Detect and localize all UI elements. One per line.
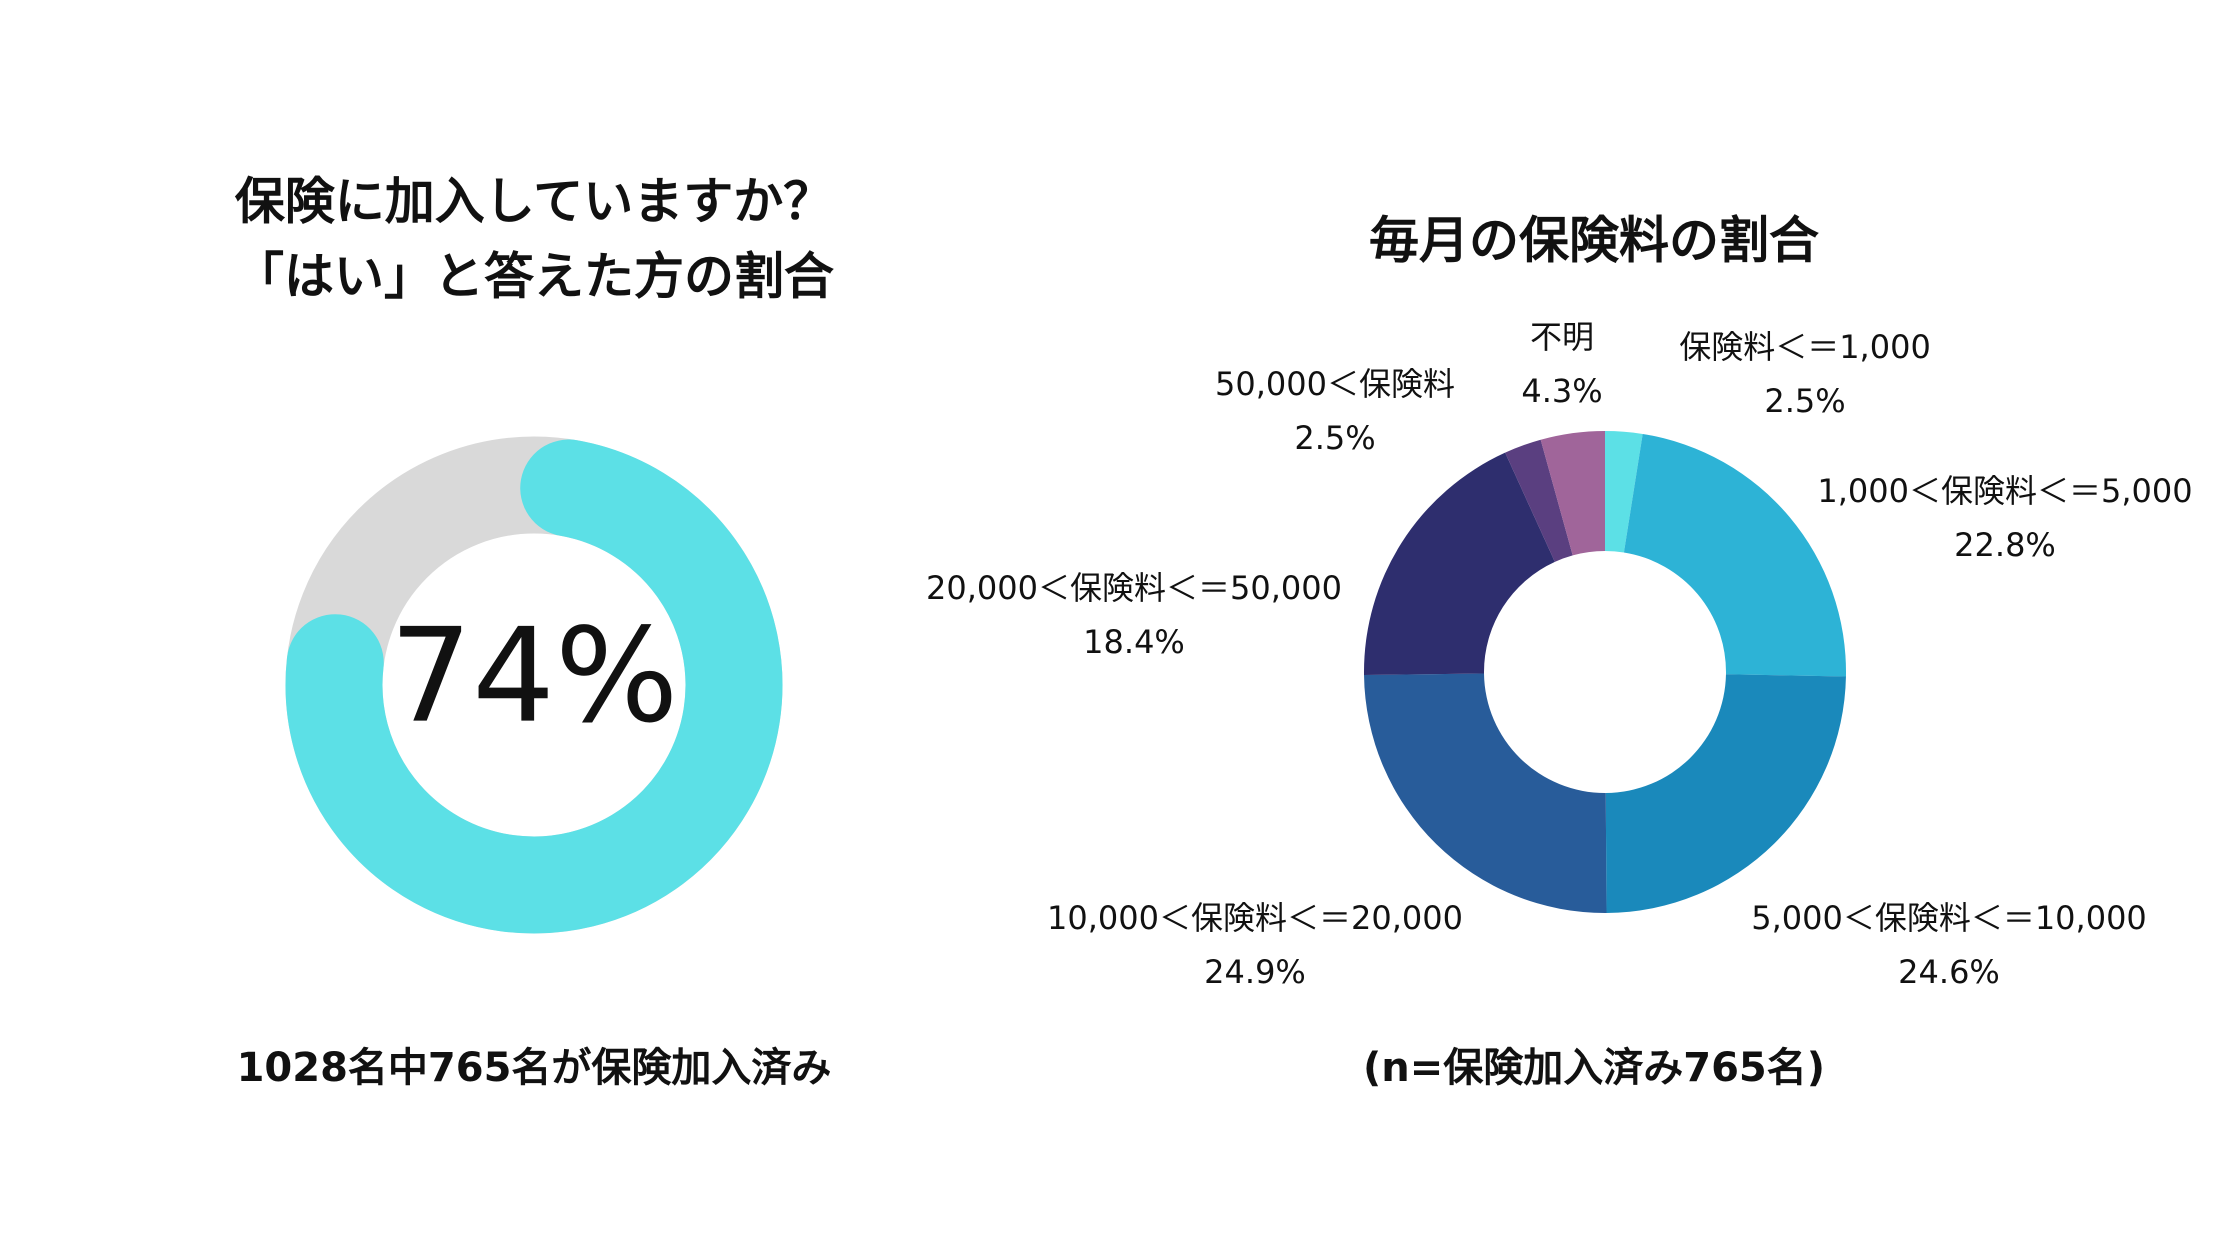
chart-title: 保険に加入していますか？ — [235, 173, 834, 231]
caption: (n=保険加入済み765名) — [1363, 1045, 1825, 1091]
segment-value: 2.5% — [1294, 419, 1375, 457]
segment-label: 20,000＜保険料＜＝50,000 — [926, 569, 1342, 607]
chart-title: 毎月の保険料の割合 — [1369, 212, 1819, 270]
segment-label: 1,000＜保険料＜＝5,000 — [1817, 472, 2192, 510]
value-label: 74% — [390, 600, 679, 752]
segment-value: 4.3% — [1521, 372, 1602, 410]
segment-label: 5,000＜保険料＜＝10,000 — [1751, 899, 2147, 937]
segment-value: 2.5% — [1764, 382, 1845, 420]
donut-segment — [1605, 431, 1643, 553]
segment-label: 10,000＜保険料＜＝20,000 — [1047, 899, 1463, 937]
segment-label: 保険料＜＝1,000 — [1679, 328, 1931, 366]
segment-label: 50,000＜保険料 — [1215, 365, 1455, 403]
segment-value: 22.8% — [1954, 526, 2056, 564]
chart-title: 「はい」と答えた方の割合 — [234, 248, 834, 306]
segment-value: 24.9% — [1204, 953, 1306, 991]
caption: 1028名中765名が保険加入済み — [237, 1045, 832, 1091]
segment-label: 不明 — [1530, 318, 1594, 356]
donut-segment — [1364, 673, 1607, 913]
progress-arc — [285, 439, 783, 934]
donut-segment — [1623, 433, 1846, 677]
segment-value: 18.4% — [1083, 623, 1185, 661]
segment-value: 24.6% — [1898, 953, 2000, 991]
donut-segment — [1364, 452, 1555, 676]
donut-segment — [1505, 439, 1573, 562]
donut-segment — [1605, 674, 1846, 913]
donut-segment — [1540, 431, 1605, 556]
